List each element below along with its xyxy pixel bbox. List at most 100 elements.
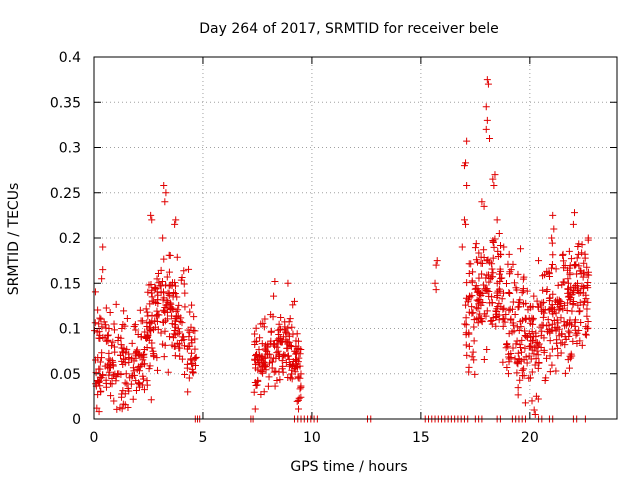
data-point bbox=[271, 382, 279, 390]
data-point bbox=[568, 307, 576, 315]
data-point bbox=[256, 334, 264, 342]
data-point bbox=[136, 306, 144, 314]
data-point bbox=[102, 304, 110, 312]
data-point bbox=[143, 323, 151, 331]
data-point bbox=[133, 366, 141, 374]
data-point bbox=[184, 388, 192, 396]
data-point bbox=[521, 331, 529, 339]
data-point-outlier bbox=[171, 220, 179, 228]
data-point bbox=[558, 330, 566, 338]
data-point bbox=[148, 344, 156, 352]
data-point bbox=[583, 305, 591, 313]
data-point bbox=[165, 290, 173, 298]
data-point bbox=[132, 326, 140, 334]
data-point bbox=[548, 345, 556, 353]
data-point bbox=[541, 377, 549, 385]
data-point bbox=[583, 263, 591, 271]
data-points bbox=[91, 76, 593, 423]
data-point bbox=[488, 260, 496, 268]
data-point bbox=[488, 299, 496, 307]
data-point bbox=[282, 359, 290, 367]
data-point bbox=[293, 356, 301, 364]
data-point bbox=[148, 311, 156, 319]
data-point bbox=[119, 320, 127, 328]
data-point bbox=[158, 277, 166, 285]
data-point bbox=[160, 294, 168, 302]
data-point bbox=[110, 320, 118, 328]
data-point bbox=[260, 323, 268, 331]
data-point bbox=[161, 327, 169, 335]
data-point bbox=[502, 279, 510, 287]
x-tick-label: 5 bbox=[198, 430, 207, 446]
data-point bbox=[546, 329, 554, 337]
data-point bbox=[493, 313, 501, 321]
data-point-outlier bbox=[531, 410, 539, 418]
data-point bbox=[267, 354, 275, 362]
data-point bbox=[117, 352, 125, 360]
data-point bbox=[191, 345, 199, 353]
data-point bbox=[132, 387, 140, 395]
data-point bbox=[180, 342, 188, 350]
data-point-outlier bbox=[99, 266, 107, 274]
data-point bbox=[119, 348, 127, 356]
data-point bbox=[516, 344, 524, 352]
data-point bbox=[189, 369, 197, 377]
data-point bbox=[105, 371, 113, 379]
data-point bbox=[168, 279, 176, 287]
data-point bbox=[517, 348, 525, 356]
data-point bbox=[252, 351, 260, 359]
data-point bbox=[119, 360, 127, 368]
data-point bbox=[528, 368, 536, 376]
data-point-outlier bbox=[550, 225, 558, 233]
data-point bbox=[509, 298, 517, 306]
data-point bbox=[185, 333, 193, 341]
data-point bbox=[284, 324, 292, 332]
data-point bbox=[178, 273, 186, 281]
data-point bbox=[530, 292, 538, 300]
data-point-outlier bbox=[548, 234, 556, 242]
y-tick-label: 0.05 bbox=[50, 367, 81, 383]
data-point bbox=[482, 287, 490, 295]
data-point bbox=[505, 306, 513, 314]
data-point bbox=[263, 350, 271, 358]
data-point bbox=[543, 354, 551, 362]
data-point bbox=[516, 318, 524, 326]
data-point bbox=[265, 373, 273, 381]
data-point bbox=[583, 312, 591, 320]
data-point-outlier bbox=[491, 171, 499, 179]
data-point bbox=[584, 236, 592, 244]
data-point bbox=[181, 303, 189, 311]
data-point bbox=[547, 264, 555, 272]
data-point bbox=[560, 278, 568, 286]
data-point bbox=[121, 379, 129, 387]
data-point bbox=[261, 315, 269, 323]
data-point bbox=[531, 361, 539, 369]
data-point bbox=[523, 359, 531, 367]
data-point bbox=[108, 357, 116, 365]
data-point bbox=[168, 341, 176, 349]
data-point bbox=[251, 340, 259, 348]
data-point bbox=[546, 368, 554, 376]
data-point bbox=[506, 290, 514, 298]
data-point bbox=[480, 281, 488, 289]
data-point-outlier bbox=[98, 275, 106, 283]
data-point bbox=[573, 254, 581, 262]
data-point bbox=[277, 313, 285, 321]
data-point bbox=[91, 319, 99, 327]
data-point bbox=[102, 337, 110, 345]
data-point bbox=[166, 333, 174, 341]
data-point bbox=[285, 362, 293, 370]
data-point bbox=[286, 342, 294, 350]
x-tick-label: 0 bbox=[90, 430, 99, 446]
data-point bbox=[584, 318, 592, 326]
data-point-outlier bbox=[482, 125, 490, 133]
data-point bbox=[475, 300, 483, 308]
data-point bbox=[465, 342, 473, 350]
data-point bbox=[293, 397, 301, 405]
chart-title: Day 264 of 2017, SRMTID for receiver bel… bbox=[199, 21, 498, 37]
data-point bbox=[264, 340, 272, 348]
data-point bbox=[286, 315, 294, 323]
data-point bbox=[509, 344, 517, 352]
data-point bbox=[488, 317, 496, 325]
